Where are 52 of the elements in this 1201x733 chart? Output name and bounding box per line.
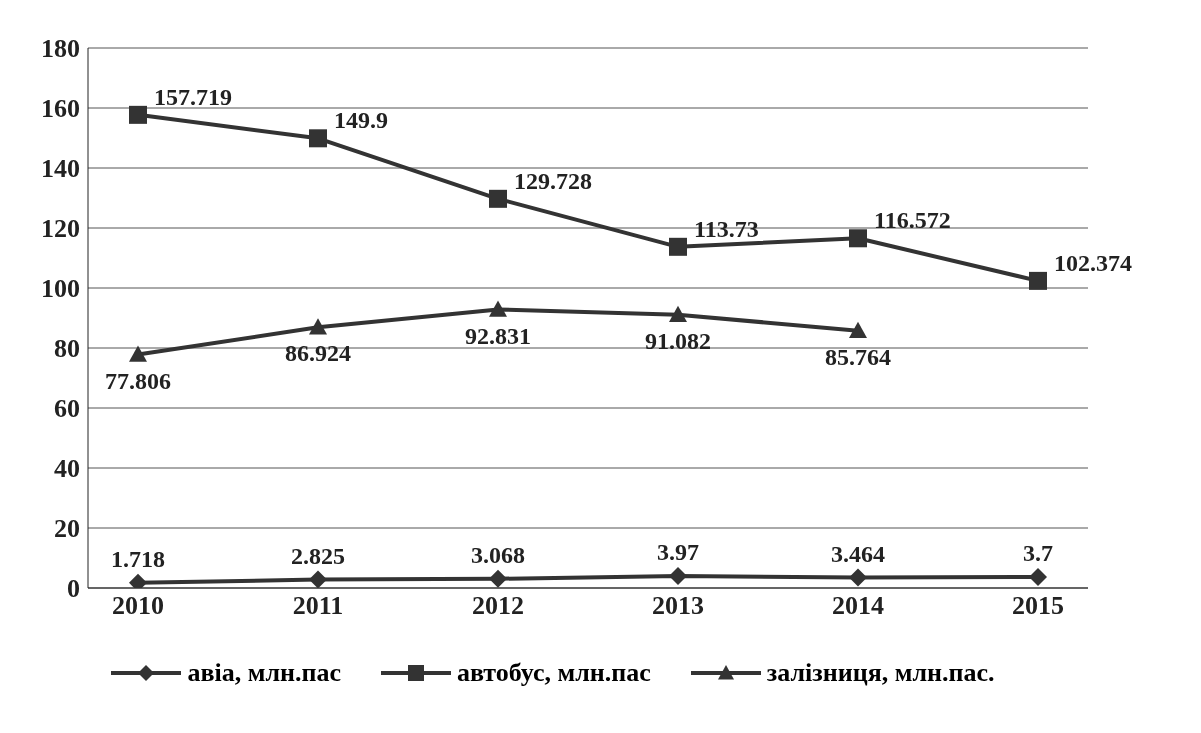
data-label: 3.7 [1023,539,1053,566]
x-tick-label: 2011 [292,591,344,621]
data-label: 102.374 [1054,249,1132,276]
data-label: 92.831 [465,322,531,349]
data-label: 157.719 [154,83,232,110]
data-label: 2.825 [291,542,345,569]
data-label: 3.068 [471,541,525,568]
data-label: 113.73 [694,215,759,242]
point [1029,567,1047,586]
y-tick-label: 160 [41,94,80,124]
data-label: 77.806 [105,367,171,394]
point [129,105,147,124]
point [489,189,507,208]
x-tick-label: 2013 [652,591,704,621]
x-tick-label: 2010 [112,591,164,621]
data-label: 3.464 [831,540,885,567]
point [129,345,147,362]
y-tick-label: 40 [54,454,80,484]
y-tick-label: 180 [41,34,80,64]
data-label: 129.728 [514,167,592,194]
point [849,229,867,248]
x-tick-label: 2014 [832,591,884,621]
data-label: 85.764 [825,343,891,370]
point [669,237,687,256]
point [309,129,327,148]
data-label: 116.572 [874,207,951,234]
y-tick-label: 120 [41,214,80,244]
data-label: 86.924 [285,340,351,367]
y-tick-label: 80 [54,334,80,364]
point [489,569,507,588]
data-label: 149.9 [334,107,388,134]
data-label: 91.082 [645,327,711,354]
y-tick-label: 60 [54,394,80,424]
point [669,305,687,322]
point [849,568,867,587]
point [309,318,327,335]
point [309,570,327,588]
y-tick-label: 140 [41,154,80,184]
point [669,567,687,586]
y-tick-label: 100 [41,274,80,304]
legend-label: авіа, млн.пас [186,658,341,688]
point [849,321,867,338]
x-tick-label: 2012 [472,591,524,621]
data-label: 3.97 [657,539,699,566]
point [1029,271,1047,290]
x-tick-label: 2015 [1012,591,1064,621]
legend-label: залізниця, млн.пас. [765,658,995,688]
point [489,300,507,317]
legend-label: автобус, млн.пас [455,658,651,688]
data-label: 1.718 [111,545,165,572]
y-tick-label: 20 [54,514,80,544]
y-tick-label: 0 [67,574,80,604]
